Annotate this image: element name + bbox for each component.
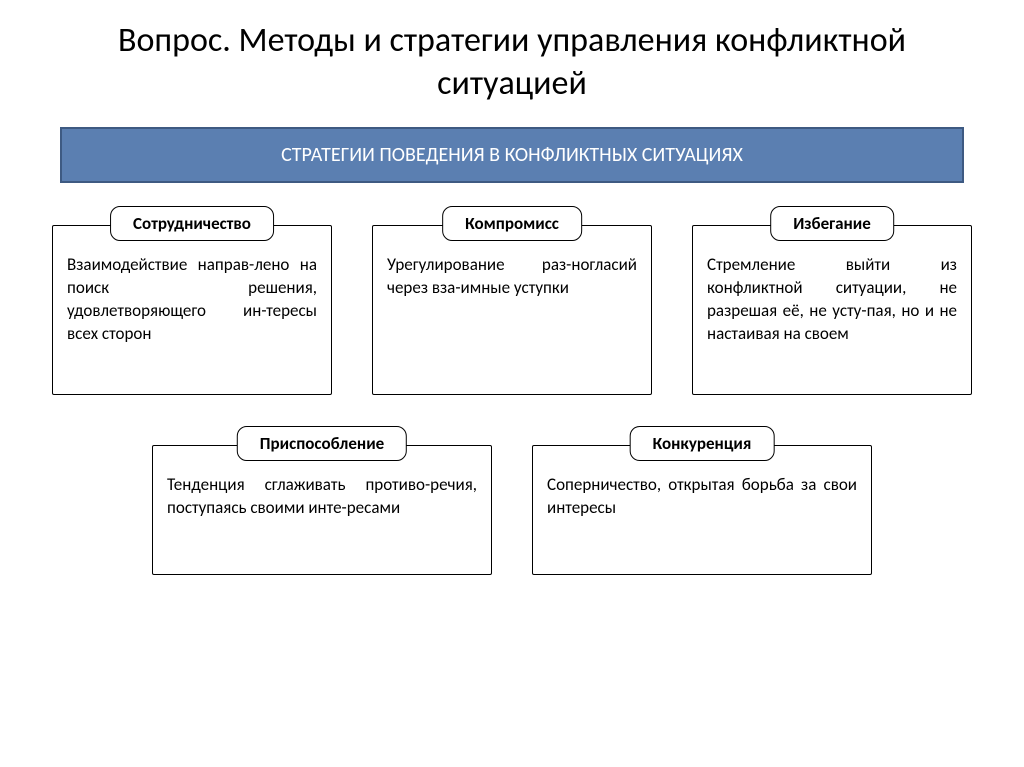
banner-strategies: СТРАТЕГИИ ПОВЕДЕНИЯ В КОНФЛИКТНЫХ СИТУАЦ… (60, 127, 964, 183)
card-label: Избегание (770, 206, 894, 241)
card-body: Взаимодействие направ-лено на поиск реше… (67, 254, 317, 346)
card-body: Стремление выйти из конфликтной ситуации… (707, 254, 957, 346)
card-label: Компромисс (442, 206, 582, 241)
card-compromise: Компромисс Урегулирование раз-ногласий ч… (372, 225, 652, 395)
card-label: Сотрудничество (110, 206, 274, 241)
card-body: Соперничество, открытая борьба за свои и… (547, 474, 857, 520)
cards-row-2: Приспособление Тенденция сглаживать прот… (40, 445, 984, 575)
card-body: Тенденция сглаживать противо-речия, пост… (167, 474, 477, 520)
cards-row-1: Сотрудничество Взаимодействие направ-лен… (40, 225, 984, 395)
card-body: Урегулирование раз-ногласий через вза-им… (387, 254, 637, 300)
card-competition: Конкуренция Соперничество, открытая борь… (532, 445, 872, 575)
card-label: Приспособление (237, 426, 407, 461)
card-avoidance: Избегание Стремление выйти из конфликтно… (692, 225, 972, 395)
card-label: Конкуренция (630, 426, 775, 461)
slide-title: Вопрос. Методы и стратегии управления ко… (40, 20, 984, 105)
card-cooperation: Сотрудничество Взаимодействие направ-лен… (52, 225, 332, 395)
card-accommodation: Приспособление Тенденция сглаживать прот… (152, 445, 492, 575)
